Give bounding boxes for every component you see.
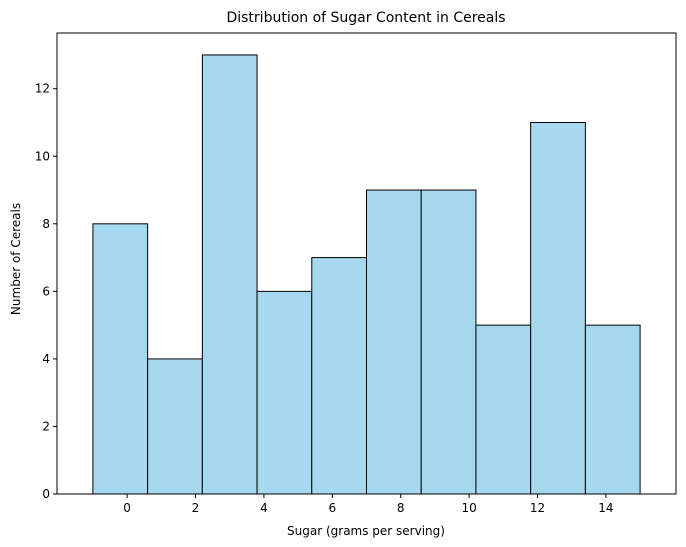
x-axis: 0 2 4 6 8 10 12 14 <box>123 494 614 515</box>
x-tick-label: 14 <box>598 501 613 515</box>
y-tick-label: 12 <box>35 82 50 96</box>
x-tick-label: 4 <box>260 501 268 515</box>
x-tick-label: 0 <box>123 501 131 515</box>
y-axis: 0 2 4 6 8 10 12 <box>35 82 57 501</box>
histogram-bar <box>147 358 203 495</box>
histogram-bar <box>420 189 477 495</box>
histogram-bar <box>201 54 258 495</box>
chart-title: Distribution of Sugar Content in Cereals <box>226 10 505 26</box>
y-tick-label: 6 <box>42 284 50 298</box>
histogram-bar <box>256 290 313 495</box>
histogram-bar <box>475 324 532 495</box>
histogram-bar <box>311 257 367 495</box>
histogram-bar <box>530 121 586 495</box>
histogram-bar <box>366 189 422 495</box>
x-axis-label: Sugar (grams per serving) <box>287 524 445 538</box>
histogram-bar <box>92 223 149 495</box>
x-tick-label: 10 <box>461 501 476 515</box>
y-tick-label: 10 <box>35 149 50 163</box>
x-tick-label: 12 <box>530 501 545 515</box>
y-tick-label: 2 <box>42 419 50 433</box>
y-tick-label: 8 <box>42 217 50 231</box>
plot-frame <box>56 32 677 495</box>
histogram-bar <box>584 324 641 495</box>
bars-group <box>92 54 641 495</box>
y-axis-label: Number of Cereals <box>9 203 23 315</box>
x-tick-label: 2 <box>192 501 200 515</box>
y-tick-label: 0 <box>42 487 50 501</box>
y-tick-label: 4 <box>42 352 50 366</box>
x-tick-label: 8 <box>397 501 405 515</box>
x-tick-label: 6 <box>328 501 336 515</box>
